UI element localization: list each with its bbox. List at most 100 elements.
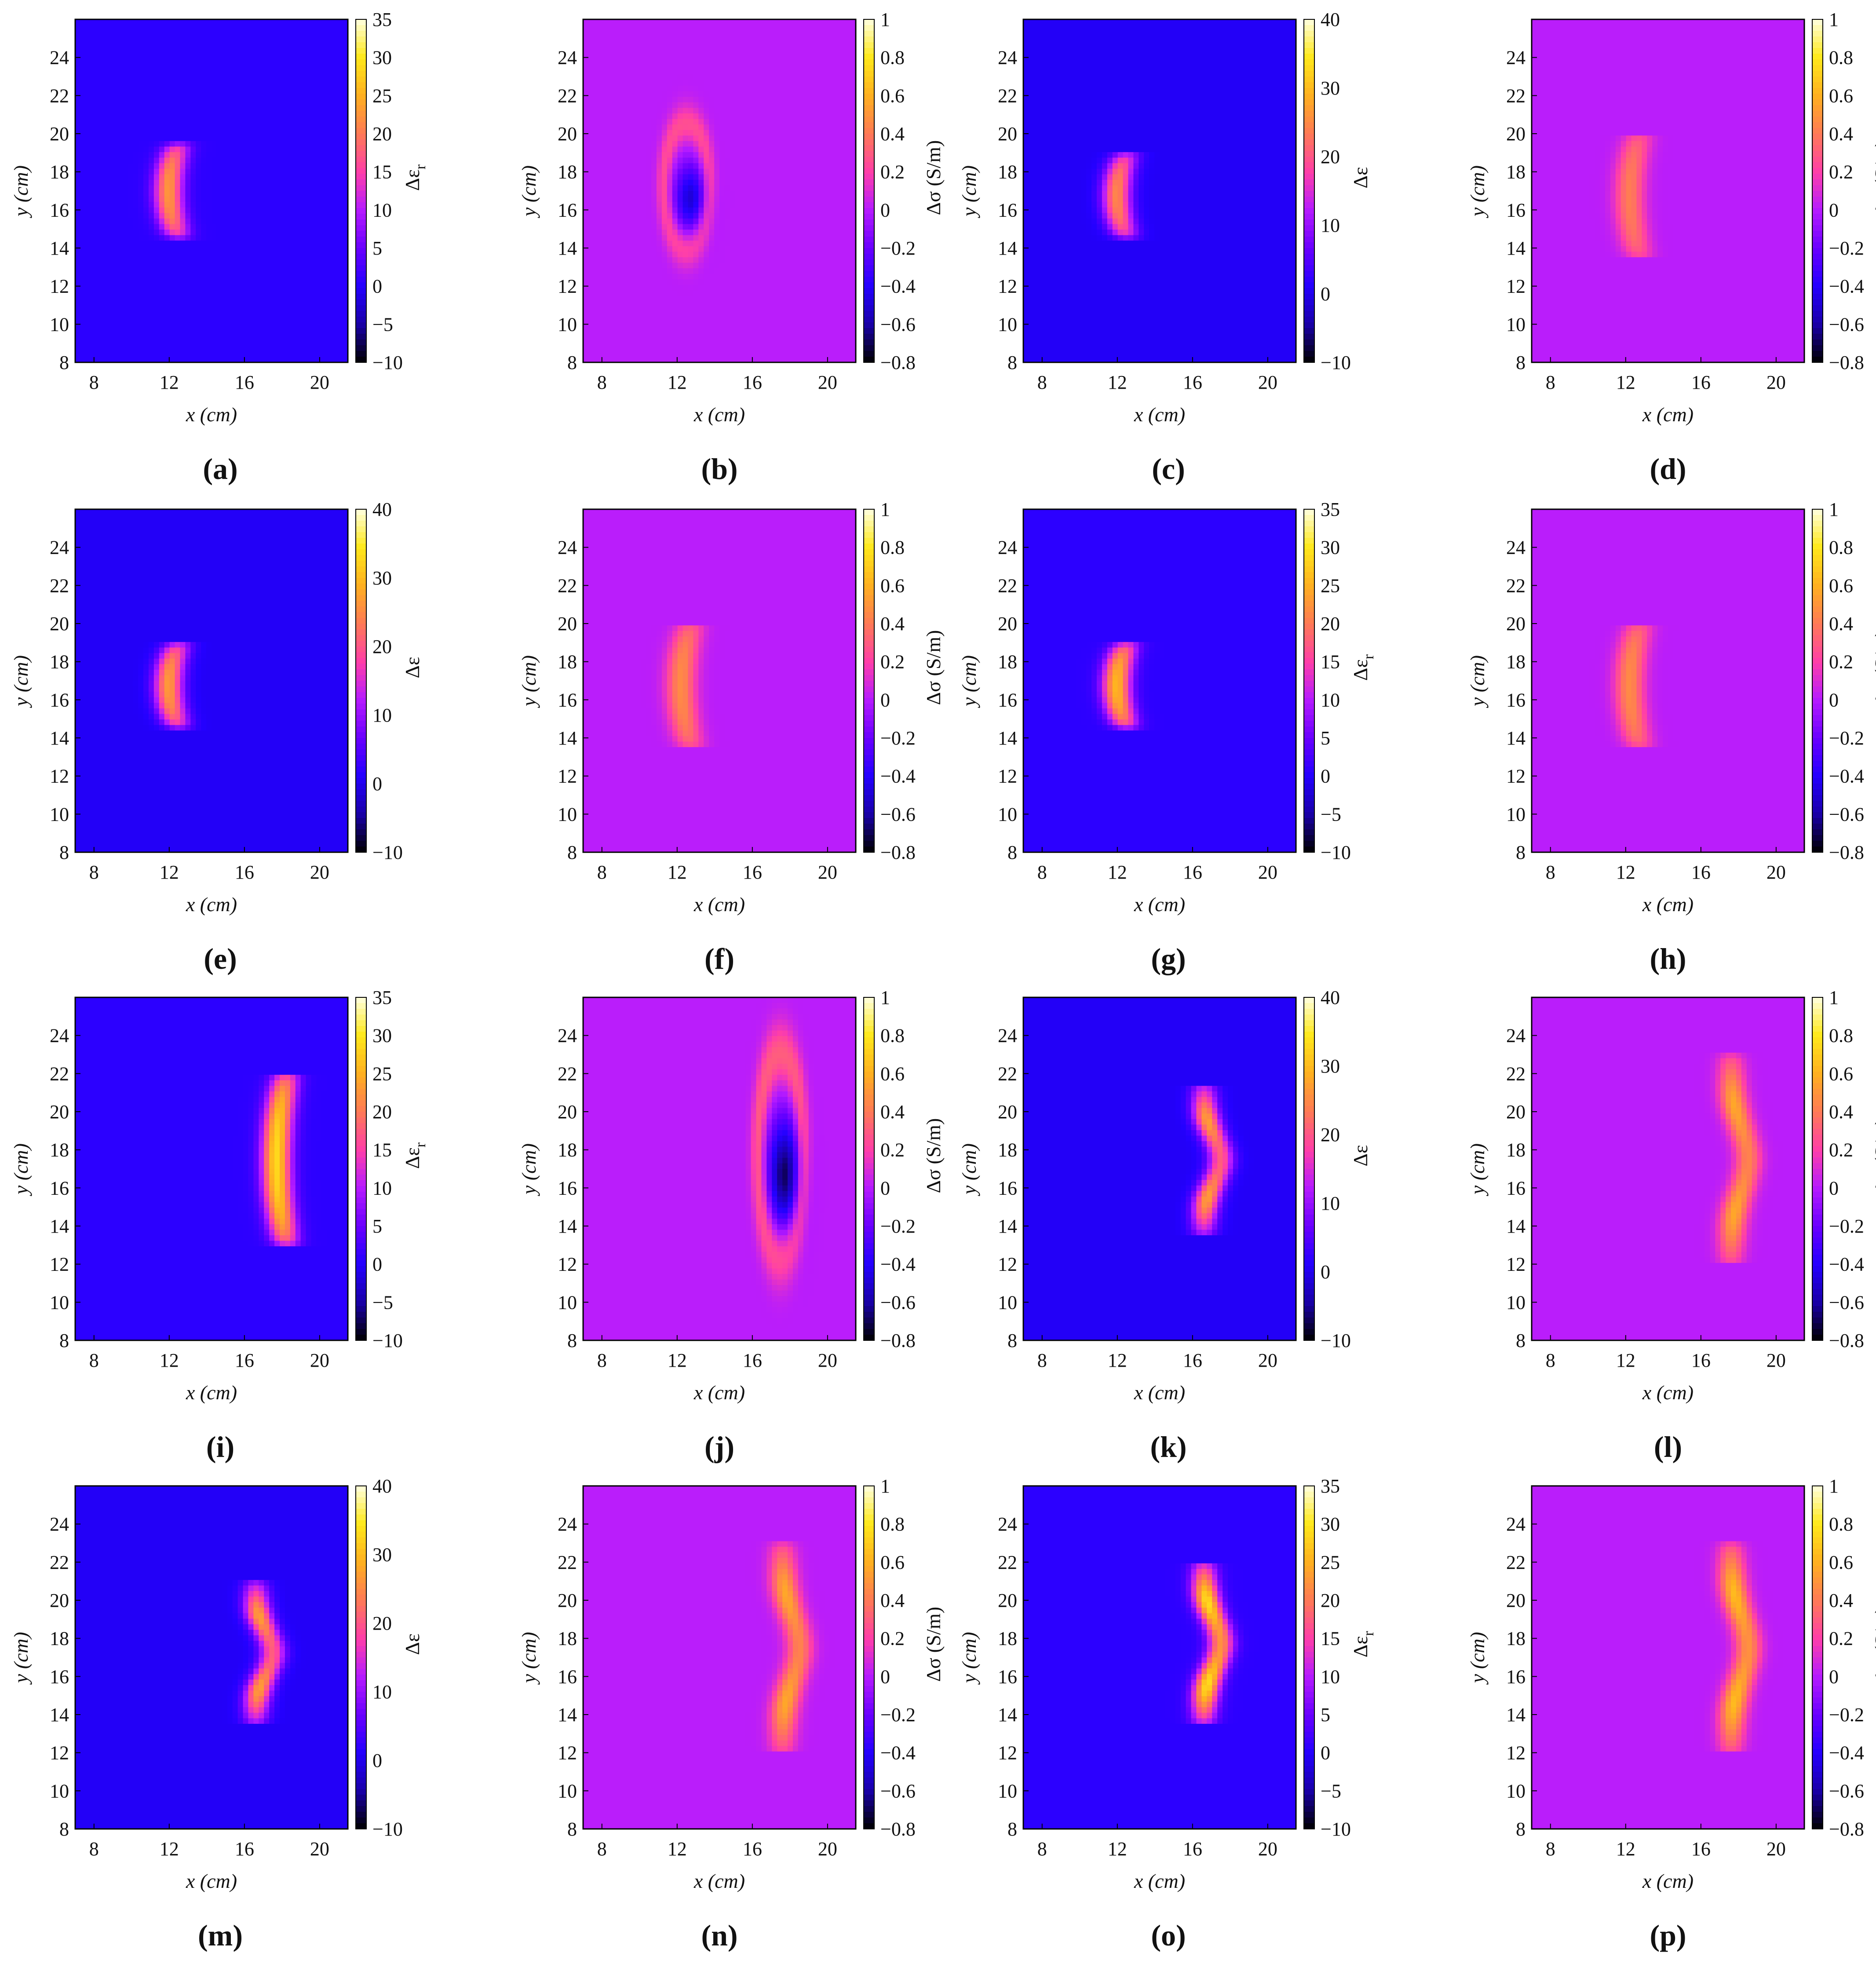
heat-cell	[112, 58, 117, 64]
heat-cell	[159, 75, 165, 80]
heat-cell	[243, 30, 249, 36]
heat-cell	[264, 30, 270, 36]
heat-cell	[149, 36, 154, 42]
heat-cell	[159, 41, 165, 47]
heat-cell	[86, 64, 91, 69]
heat-cell	[122, 58, 128, 64]
heat-cell	[248, 30, 254, 36]
heat-cell	[259, 64, 264, 69]
heat-cell	[80, 80, 86, 86]
heat-cell	[306, 58, 312, 64]
heat-cell	[248, 36, 254, 42]
heat-cell	[264, 75, 270, 80]
heat-cell	[332, 25, 338, 31]
heat-cell	[233, 30, 238, 36]
heat-cell	[80, 30, 86, 36]
heat-cell	[117, 41, 123, 47]
heat-cell	[217, 25, 223, 31]
heat-cell	[233, 19, 238, 25]
heat-cell	[337, 58, 343, 64]
heat-cell	[122, 19, 128, 25]
heat-cell	[248, 58, 254, 64]
heat-cell	[264, 64, 270, 69]
heat-cell	[133, 30, 139, 36]
heat-cell	[238, 19, 244, 25]
heat-cell	[233, 58, 238, 64]
heat-cell	[86, 36, 91, 42]
heat-cell	[154, 19, 160, 25]
heat-cell	[164, 47, 170, 53]
heat-cell	[201, 69, 207, 75]
heat-cell	[185, 41, 191, 47]
heat-cell	[253, 36, 259, 42]
heat-cell	[86, 30, 91, 36]
heat-cell	[327, 30, 332, 36]
heat-cell	[102, 41, 107, 47]
heat-cell	[86, 47, 91, 53]
heat-cell	[159, 58, 165, 64]
heat-cell	[75, 69, 81, 75]
heat-cell	[175, 19, 181, 25]
heat-cell	[102, 58, 107, 64]
heat-cell	[280, 52, 285, 58]
heat-cell	[170, 69, 175, 75]
heat-cell	[133, 19, 139, 25]
heat-cell	[96, 36, 102, 42]
heat-cell	[238, 25, 244, 31]
heat-cell	[290, 47, 296, 53]
heat-cell	[206, 69, 212, 75]
heat-cell	[321, 75, 327, 80]
heat-cell	[311, 30, 317, 36]
heat-cell	[196, 36, 201, 42]
heat-cell	[170, 52, 175, 58]
heat-cell	[280, 69, 285, 75]
heat-cell	[217, 52, 223, 58]
heat-cell	[327, 47, 332, 53]
heat-cell	[180, 25, 186, 31]
heat-cell	[159, 36, 165, 42]
heat-cell	[180, 58, 186, 64]
heat-cell	[143, 69, 149, 75]
heat-cell	[238, 75, 244, 80]
heat-cell	[80, 58, 86, 64]
heat-cell	[285, 19, 291, 25]
heat-cell	[128, 75, 133, 80]
heat-cell	[248, 47, 254, 53]
heat-cell	[269, 58, 275, 64]
heat-cell	[296, 19, 301, 25]
heat-cell	[233, 69, 238, 75]
heat-cell	[321, 36, 327, 42]
heat-cell	[227, 25, 233, 31]
heat-cell	[306, 69, 312, 75]
heat-cell	[128, 25, 133, 31]
heat-cell	[243, 36, 249, 42]
heat-cell	[327, 36, 332, 42]
heat-cell	[196, 64, 201, 69]
heat-cell	[238, 58, 244, 64]
heat-cell	[102, 30, 107, 36]
heat-cell	[296, 52, 301, 58]
heat-cell	[332, 36, 338, 42]
heat-cell	[102, 47, 107, 53]
heat-cell	[138, 58, 144, 64]
heat-cell	[128, 64, 133, 69]
heat-cell	[91, 69, 97, 75]
heat-cell	[264, 41, 270, 47]
heat-cell	[217, 36, 223, 42]
heat-cell	[248, 41, 254, 47]
heat-cell	[102, 36, 107, 42]
heat-cell	[117, 75, 123, 80]
heat-cell	[227, 64, 233, 69]
heat-cell	[201, 36, 207, 42]
heat-cell	[138, 25, 144, 31]
heat-cell	[164, 19, 170, 25]
heat-cell	[96, 30, 102, 36]
heat-cell	[112, 52, 117, 58]
heat-cell	[143, 36, 149, 42]
heat-cell	[233, 64, 238, 69]
heat-cell	[269, 36, 275, 42]
heat-cell	[311, 75, 317, 80]
heat-cell	[212, 47, 217, 53]
heat-cell	[164, 64, 170, 69]
heat-cell	[128, 69, 133, 75]
